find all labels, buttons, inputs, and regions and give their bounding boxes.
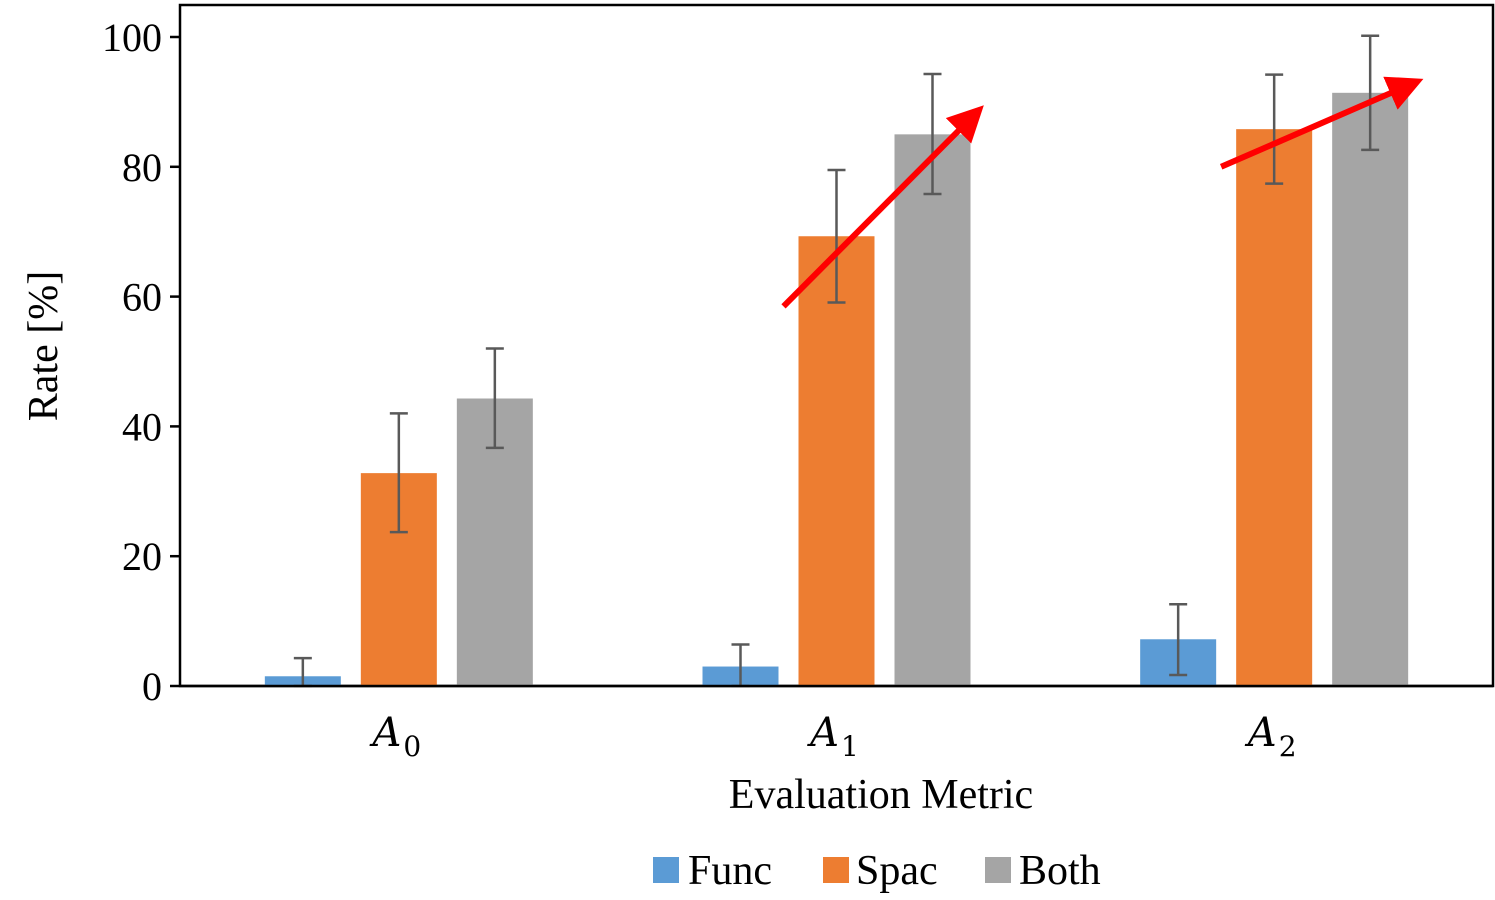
legend-swatch-both (985, 857, 1011, 883)
y-axis-title: Rate [%] (21, 271, 67, 421)
legend: Func Spac Both (653, 848, 1101, 894)
x-tick-label: A2 (1244, 710, 1297, 763)
trend-arrow (781, 105, 984, 309)
x-tick-label: A1 (806, 710, 859, 763)
bar-spac (798, 236, 875, 687)
y-tick-label: 20 (122, 534, 162, 579)
bar-both (1332, 92, 1409, 686)
y-tick-label: 40 (122, 404, 162, 449)
y-axis: 0 20 40 60 80 100 (102, 15, 180, 709)
x-tick-label: A0 (368, 710, 421, 763)
trend-arrow (1219, 76, 1424, 170)
x-axis-title: Evaluation Metric (729, 772, 1033, 818)
legend-swatch-spac (823, 857, 849, 883)
y-tick-label: 60 (122, 275, 162, 320)
legend-swatch-func (653, 857, 679, 883)
x-axis: A0 A1 A2 (368, 710, 1296, 763)
y-tick-label: 80 (122, 145, 162, 190)
bar-spac (1236, 129, 1313, 686)
legend-label-func: Func (688, 848, 772, 894)
error-bars (293, 34, 1380, 688)
legend-label-both: Both (1019, 848, 1101, 894)
y-tick-label: 100 (102, 15, 162, 60)
legend-label-spac: Spac (856, 848, 938, 894)
arrow-annotations (781, 76, 1424, 309)
bar-both (894, 134, 971, 687)
y-tick-label: 0 (142, 664, 162, 709)
